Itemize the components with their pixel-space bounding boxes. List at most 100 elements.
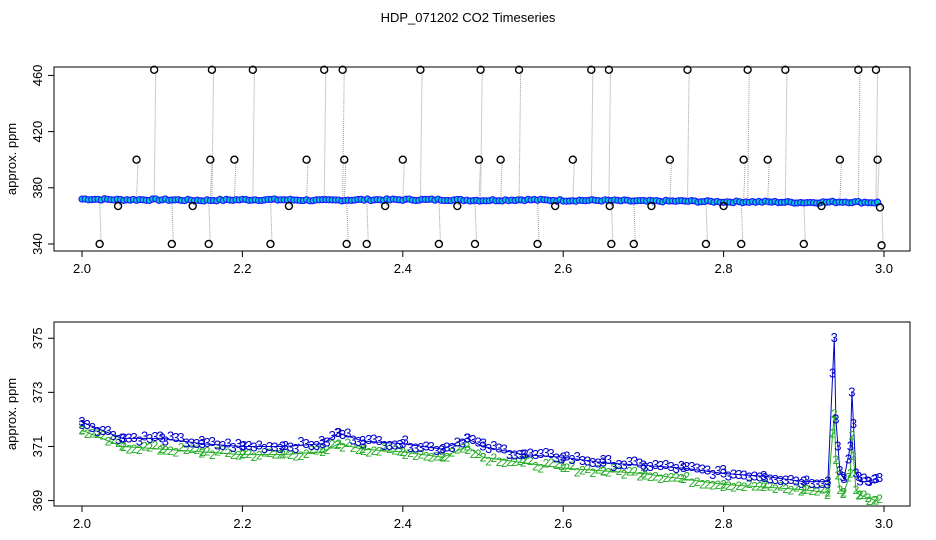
- x-tick-label: 2.4: [394, 261, 412, 276]
- outlier-point: [132, 155, 141, 164]
- raw-spike-trace: [233, 159, 237, 200]
- series-2-marker: 2: [876, 492, 883, 506]
- series-3-marker: 3: [188, 436, 195, 451]
- y-tick-label: 380: [30, 177, 45, 199]
- series-2-marker: 2: [803, 482, 810, 496]
- series-2-marker: 2: [689, 476, 696, 490]
- series-2-point: 2: [849, 429, 856, 443]
- raw-spike-trace: [784, 69, 788, 203]
- raw-spike-trace: [153, 69, 157, 200]
- series-2-marker: 2: [663, 471, 670, 485]
- series-2-marker: 2: [360, 444, 367, 458]
- outlier-point: [167, 239, 177, 249]
- series-2-marker: 2: [412, 449, 419, 463]
- series-2-marker: 2: [855, 489, 862, 503]
- series-2-point: 2: [335, 437, 342, 451]
- series-3-marker: 3: [756, 470, 763, 485]
- series-3-marker: 3: [344, 426, 351, 441]
- series-2-marker: 2: [553, 458, 560, 472]
- series-3-marker: 3: [438, 443, 445, 458]
- series-3-point: 3: [319, 436, 326, 451]
- series-3-marker: 3: [485, 441, 492, 456]
- series-2-marker: 2: [762, 477, 769, 491]
- raw-spike-trace: [343, 159, 347, 201]
- raw-spike-trace: [857, 69, 861, 203]
- series-3-marker: 3: [146, 431, 153, 446]
- outlier-point: [665, 155, 675, 164]
- series-3-marker: 3: [521, 447, 528, 462]
- series-2-marker: 2: [829, 427, 836, 441]
- outlier-point: [875, 203, 885, 212]
- outlier-point: [854, 65, 863, 75]
- outlier-point: [799, 239, 808, 249]
- series-2-point: 2: [831, 407, 838, 421]
- raw-spike-trace: [99, 199, 102, 244]
- x-tick-label: 2.2: [233, 261, 251, 276]
- series-2-marker: 2: [470, 447, 477, 461]
- series-3-marker: 3: [469, 432, 476, 447]
- bottom-x-axis: 2.0 2.2 2.4 2.6 2.8 3.0: [73, 506, 893, 531]
- series-2-point: 2: [399, 445, 406, 459]
- series-2-line: [81, 413, 877, 502]
- series-2-marker: 2: [720, 480, 727, 494]
- outlier-point: [835, 155, 845, 164]
- series-3-marker: 3: [282, 438, 289, 453]
- series-3-marker: 3: [433, 443, 440, 458]
- series-3-point: 3: [680, 460, 687, 475]
- series-3-marker: 3: [548, 446, 555, 461]
- series-3-marker: 3: [172, 430, 179, 445]
- series-2-marker: 2: [141, 439, 148, 453]
- series-2-marker: 2: [386, 442, 393, 456]
- series-2-marker: 2: [256, 448, 263, 462]
- series-3-marker: 3: [501, 441, 508, 456]
- series-2-marker: 2: [188, 442, 195, 456]
- series-2-marker: 2: [850, 449, 857, 463]
- series-3-marker: 3: [141, 428, 148, 443]
- x-tick-label: 2.8: [715, 516, 733, 531]
- outlier-point: [739, 155, 748, 164]
- series-3-marker: 3: [230, 440, 237, 455]
- series-2-marker: 2: [230, 448, 237, 462]
- series-3-marker: 3: [740, 468, 747, 483]
- outlier-point: [398, 155, 407, 164]
- series-2-marker: 2: [636, 470, 643, 484]
- outlier-point: [342, 239, 351, 249]
- series-2-marker: 2: [647, 470, 654, 484]
- series-2-marker: 2: [574, 465, 581, 479]
- top-y-axis: 340 380 420 460: [30, 65, 54, 255]
- series-3-marker: 3: [402, 433, 409, 448]
- outlier-point: [453, 201, 462, 211]
- series-2-marker: 2: [178, 441, 185, 455]
- series-3-point: 3: [864, 474, 871, 489]
- series-3-marker: 3: [183, 435, 190, 450]
- series-3-marker: 3: [339, 427, 346, 442]
- bottom-plot-frame: [53, 321, 911, 507]
- series-3-point: 3: [118, 430, 125, 445]
- series-2-marker: 2: [136, 443, 143, 457]
- series-2-point: 2: [520, 456, 527, 470]
- series-3-marker: 3: [198, 433, 205, 448]
- outlier-point: [701, 239, 711, 249]
- series-2-point: 2: [857, 488, 864, 502]
- series-2-point: 2: [873, 494, 880, 508]
- series-3-point: 3: [824, 474, 831, 489]
- series-3-marker: 3: [615, 457, 622, 472]
- series-2-marker: 2: [131, 442, 138, 456]
- series-3-marker: 3: [803, 472, 810, 487]
- series-3-point: 3: [832, 411, 839, 426]
- series-3-marker: 3: [876, 470, 883, 485]
- series-3-point: 3: [359, 433, 366, 448]
- series-3-marker: 3: [480, 436, 487, 451]
- series-2-marker: 2: [642, 468, 649, 482]
- outlier-point: [362, 239, 371, 249]
- series-2-marker: 2: [751, 480, 758, 494]
- x-tick-label: 2.0: [73, 261, 91, 276]
- series-3-marker: 3: [866, 474, 873, 489]
- series-3-point: 3: [159, 430, 166, 445]
- series-2-marker: 2: [397, 444, 404, 458]
- raw-spike-trace: [590, 69, 594, 201]
- x-tick-label: 2.6: [554, 261, 572, 276]
- raw-spike-trace: [209, 159, 213, 201]
- series-3-marker: 3: [829, 365, 836, 380]
- series-2-point: 2: [239, 448, 246, 462]
